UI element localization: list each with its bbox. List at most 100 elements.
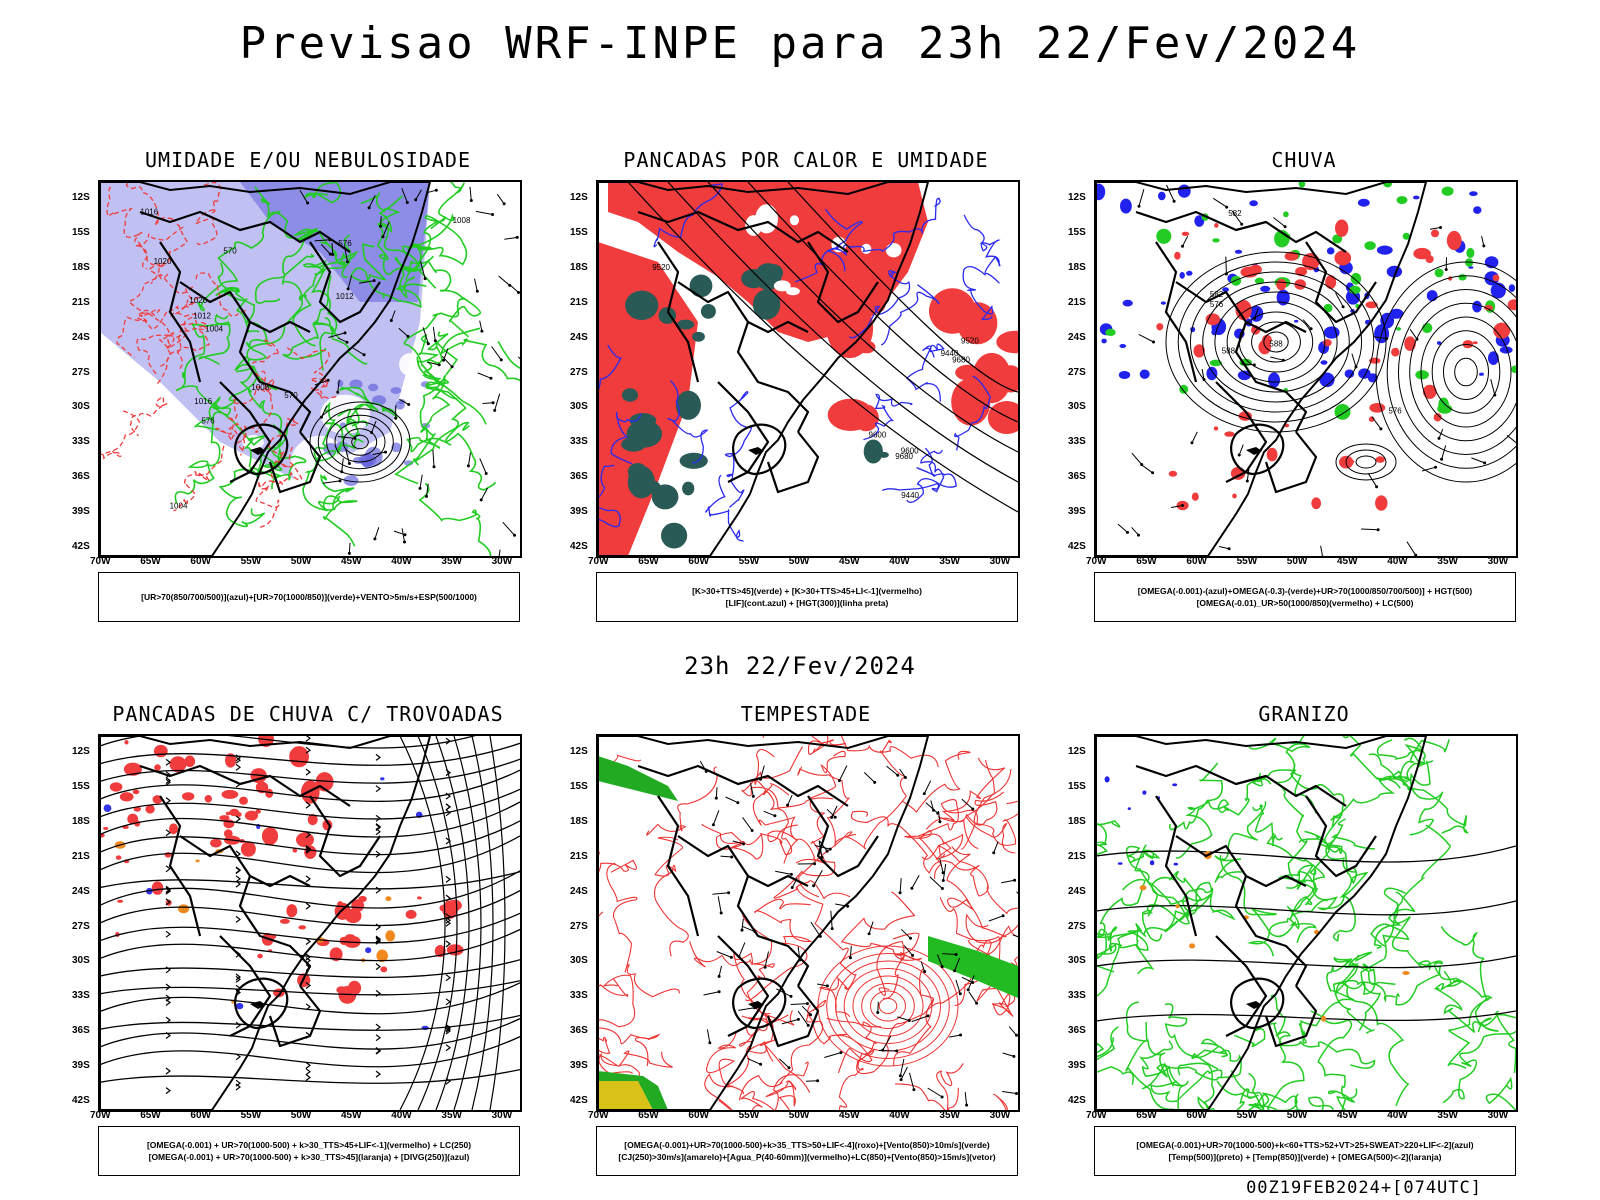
latitude-tick-label: 27S xyxy=(570,920,588,932)
longitude-tick-label: 50W xyxy=(788,556,810,567)
latitude-tick-label: 30S xyxy=(570,955,588,967)
latitude-tick-label: 18S xyxy=(1068,261,1086,273)
panel-title: GRANIZO xyxy=(1258,702,1350,726)
latitude-tick-label: 39S xyxy=(570,506,588,518)
contour-label: 1016 xyxy=(140,208,158,217)
latitude-tick-label: 15S xyxy=(1068,226,1086,238)
longitude-tick-label: 35W xyxy=(1437,556,1458,567)
latitude-tick-label: 12S xyxy=(1068,746,1086,757)
latitude-tick-label: 36S xyxy=(570,1025,588,1037)
map-panel: UMIDADE E/OU NEBULOSIDADE 1008 1008 1012 101… xyxy=(58,148,558,624)
latitude-tick-label: 39S xyxy=(1068,1060,1086,1072)
legend-line: [LIF](cont.azul) + [HGT(300)](linha pret… xyxy=(725,598,889,608)
contour-label: 9440 xyxy=(901,491,919,500)
longitude-tick-label: 50W xyxy=(1286,556,1308,567)
latitude-tick-label: 39S xyxy=(72,506,90,518)
longitude-tick-label: 35W xyxy=(939,1110,960,1121)
contour-label: 576 xyxy=(1388,407,1402,416)
longitude-tick-label: 65W xyxy=(140,556,161,567)
latitude-tick-label: 15S xyxy=(72,226,90,238)
longitude-tick-label: 55W xyxy=(1236,1110,1258,1121)
latitude-tick-label: 12S xyxy=(72,192,90,203)
latitude-tick-label: 33S xyxy=(72,990,90,1002)
latitude-tick-label: 18S xyxy=(72,261,90,273)
latitude-tick-label: 12S xyxy=(570,746,588,757)
latitude-tick-label: 24S xyxy=(72,331,90,343)
panel-legend: [OMEGA(-0.001)+UR>70(1000-500)+k>35_TTS>… xyxy=(596,1126,1018,1176)
longitude-tick-label: 65W xyxy=(638,556,659,567)
latitude-tick-label: 18S xyxy=(72,815,90,827)
longitude-tick-label: 40W xyxy=(391,556,412,567)
contour-label: 1008 xyxy=(453,216,471,225)
contour-label: 588 xyxy=(1269,339,1283,348)
latitude-tick-label: 33S xyxy=(570,990,588,1002)
longitude-tick-label: 45W xyxy=(341,556,362,567)
longitude-tick-label: 65W xyxy=(140,1110,161,1121)
latitude-tick-label: 27S xyxy=(72,920,90,932)
latitude-tick-label: 30S xyxy=(1068,955,1086,967)
latitude-tick-label: 21S xyxy=(1068,850,1086,862)
latitude-tick-label: 36S xyxy=(72,1025,90,1037)
panel-title: PANCADAS DE CHUVA C/ TROVOADAS xyxy=(112,702,504,726)
longitude-tick-label: 50W xyxy=(1286,1110,1308,1121)
longitude-tick-label: 70W xyxy=(90,1110,111,1121)
contour-label: 1008 xyxy=(251,383,269,392)
longitude-tick-label: 30W xyxy=(1487,1110,1509,1121)
contour-label: 1004 xyxy=(170,502,188,511)
longitude-tick-label: 35W xyxy=(441,1110,462,1121)
longitude-tick-label: 45W xyxy=(839,556,860,567)
valid-time-title: 23h 22/Fev/2024 xyxy=(684,652,916,680)
longitude-tick-label: 40W xyxy=(889,1110,910,1121)
latitude-tick-label: 36S xyxy=(72,471,90,483)
legend-line: [OMEGA(-0.001) + UR>70(1000-500) + k>30_… xyxy=(148,1152,470,1162)
longitude-tick-label: 60W xyxy=(688,1110,709,1121)
latitude-tick-label: 21S xyxy=(1068,296,1086,308)
longitude-tick-label: 40W xyxy=(889,556,910,567)
latitude-tick-label: 36S xyxy=(1068,1025,1086,1037)
latitude-tick-label: 18S xyxy=(570,815,588,827)
map-canvas: 582 582 588 588 576 576 xyxy=(1096,182,1516,556)
longitude-tick-label: 65W xyxy=(638,1110,659,1121)
longitude-tick-label: 60W xyxy=(688,556,709,567)
longitude-tick-label: 45W xyxy=(1337,1110,1358,1121)
weather-map: 582 582 588 588 576 576 xyxy=(1094,180,1518,558)
latitude-tick-label: 33S xyxy=(1068,990,1086,1002)
legend-line: [K>30+TTS>45](verde) + [K>30+TTS>45+LI<-… xyxy=(692,586,922,596)
weather-map: 9680 9680 9600 9600 9520 9520 9440 9440 xyxy=(596,180,1020,558)
map-canvas xyxy=(100,736,520,1110)
latitude-tick-label: 12S xyxy=(570,192,588,203)
contour-label: 576 xyxy=(338,239,352,248)
weather-map xyxy=(98,734,522,1112)
longitude-tick-label: 35W xyxy=(441,556,462,567)
latitude-tick-label: 15S xyxy=(72,780,90,792)
contour-label: 570 xyxy=(223,247,237,256)
map-canvas xyxy=(1096,736,1516,1110)
latitude-tick-label: 42S xyxy=(72,541,90,552)
panel-title: CHUVA xyxy=(1271,148,1337,172)
longitude-tick-label: 65W xyxy=(1136,1110,1157,1121)
panel-title: TEMPESTADE xyxy=(740,702,872,726)
latitude-tick-label: 21S xyxy=(72,850,90,862)
contour-label: 9440 xyxy=(941,349,959,358)
map-panel: CHUVA 582 582 588 588 576 576 12S 15S 18S 21S 24S 27… xyxy=(1054,148,1554,624)
weather-map xyxy=(1094,734,1518,1112)
panel-legend: [OMEGA(-0.001) + UR>70(1000-500) + k>30_… xyxy=(98,1126,520,1176)
longitude-tick-label: 65W xyxy=(1136,556,1157,567)
latitude-tick-label: 27S xyxy=(72,366,90,378)
legend-line: [OMEGA(-0.001)-(azul)+OMEGA(-0.3)-(verde… xyxy=(1137,586,1473,596)
contour-label: 1004 xyxy=(205,325,223,334)
latitude-tick-label: 24S xyxy=(1068,885,1086,897)
legend-line: [CJ(250)>30m/s](amarelo)+[Agua_P(40-60mm… xyxy=(618,1152,996,1162)
latitude-tick-label: 24S xyxy=(1068,331,1086,343)
latitude-tick-label: 27S xyxy=(570,366,588,378)
longitude-tick-label: 70W xyxy=(588,556,609,567)
legend-line: [OMEGA(-0.001) + UR>70(1000-500) + k>30_… xyxy=(146,1140,472,1150)
longitude-tick-label: 60W xyxy=(190,556,211,567)
longitude-tick-label: 70W xyxy=(1086,1110,1107,1121)
contour-label: 1020 xyxy=(189,296,207,305)
longitude-tick-label: 30W xyxy=(1487,556,1509,567)
latitude-tick-label: 21S xyxy=(570,850,588,862)
latitude-tick-label: 15S xyxy=(1068,780,1086,792)
weather-map xyxy=(596,734,1020,1112)
latitude-tick-label: 33S xyxy=(1068,436,1086,448)
